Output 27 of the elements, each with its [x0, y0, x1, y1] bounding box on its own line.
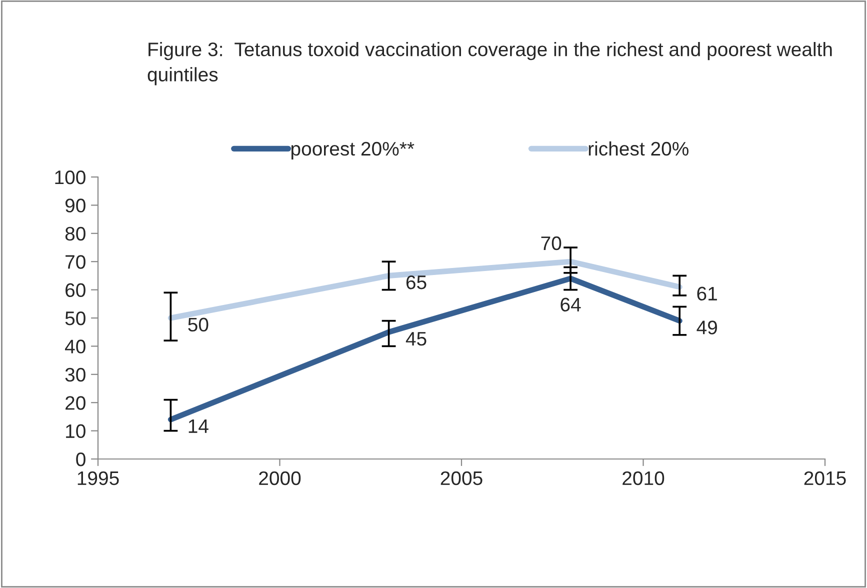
- y-tick-label: 90: [65, 198, 86, 212]
- data-label: 50: [188, 318, 208, 332]
- x-tick-label: 2010: [622, 471, 664, 486]
- data-label: 65: [406, 275, 426, 290]
- y-tick-label: 100: [55, 170, 86, 184]
- data-label: 64: [560, 298, 581, 312]
- legend-label: richest 20%: [588, 141, 688, 156]
- data-label: 14: [188, 420, 208, 433]
- y-tick-label: 80: [65, 226, 86, 241]
- y-tick-label: 20: [66, 396, 86, 410]
- y-tick-label: 50: [65, 311, 86, 326]
- x-tick-label: 2005: [440, 471, 482, 486]
- x-tick-label: 2015: [804, 471, 846, 486]
- y-tick-label: 10: [66, 424, 86, 438]
- y-tick-label: 70: [66, 255, 86, 269]
- data-label: 70: [541, 236, 562, 250]
- y-tick-label: 0: [76, 452, 86, 466]
- data-label: 49: [696, 320, 717, 334]
- chart-title: Figure 3: Tetanus toxoid vaccination coverage in the richest and poorest wealth quintiles: [148, 42, 832, 86]
- data-label: 61: [697, 286, 717, 301]
- y-tick-label: 30: [65, 368, 86, 382]
- y-tick-label: 40: [65, 340, 86, 354]
- y-tick-label: 60: [66, 283, 86, 298]
- legend-label: poorest 20%**: [291, 142, 414, 160]
- data-label: 45: [406, 332, 426, 346]
- x-tick-label: 2000: [259, 471, 301, 486]
- x-tick-label: 1995: [78, 471, 119, 486]
